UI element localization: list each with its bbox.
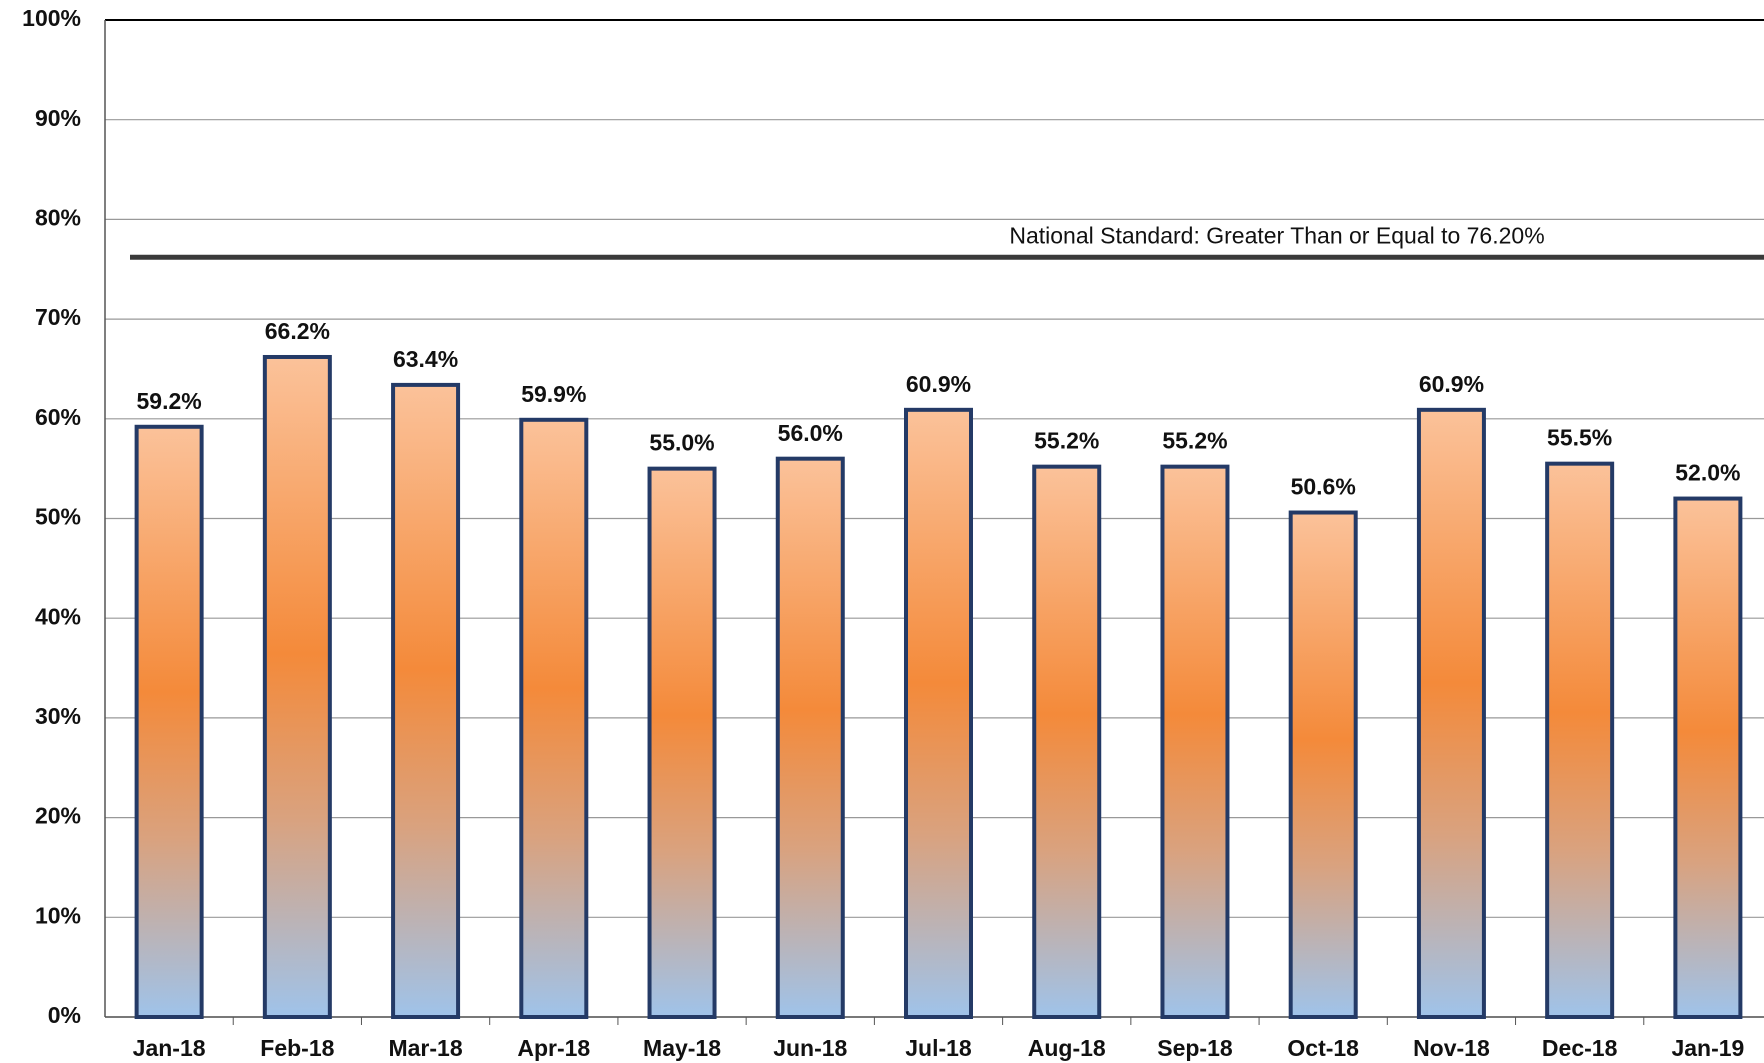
y-tick-label: 10% <box>35 902 81 928</box>
x-tick-label: Sep-18 <box>1157 1035 1233 1061</box>
x-tick-label: Dec-18 <box>1542 1035 1618 1061</box>
value-label: 55.0% <box>649 430 714 456</box>
y-tick-label: 0% <box>48 1002 81 1028</box>
bar <box>1032 464 1102 1019</box>
x-tick-label: Nov-18 <box>1413 1035 1490 1061</box>
x-tick-label: Mar-18 <box>388 1035 462 1061</box>
value-label: 50.6% <box>1291 474 1356 500</box>
bar <box>262 354 332 1019</box>
x-tick-label: May-18 <box>643 1035 721 1061</box>
bar <box>1673 496 1743 1019</box>
bar <box>647 466 717 1019</box>
value-label: 55.2% <box>1034 428 1099 454</box>
value-label: 60.9% <box>906 371 971 397</box>
value-label: 66.2% <box>265 318 330 344</box>
value-label: 60.9% <box>1419 371 1484 397</box>
x-tick-label: Jul-18 <box>905 1035 972 1061</box>
x-tick-label: Jun-18 <box>773 1035 847 1061</box>
y-tick-label: 40% <box>35 603 81 629</box>
value-label: 55.2% <box>1162 428 1227 454</box>
y-tick-label: 90% <box>35 105 81 131</box>
x-tick-label: Jan-18 <box>133 1035 206 1061</box>
y-tick-label: 30% <box>35 703 81 729</box>
x-tick-label: Jan-19 <box>1671 1035 1744 1061</box>
bar <box>1288 510 1358 1019</box>
bar <box>134 424 204 1019</box>
bar <box>1416 407 1486 1019</box>
value-label: 59.2% <box>137 388 202 414</box>
y-tick-label: 70% <box>35 304 81 330</box>
y-tick-label: 60% <box>35 404 81 430</box>
bar <box>391 382 461 1020</box>
bar <box>775 456 845 1019</box>
bar <box>904 407 973 1019</box>
bar <box>1160 464 1230 1019</box>
value-label: 59.9% <box>521 381 586 407</box>
x-tick-label: Feb-18 <box>260 1035 334 1061</box>
value-label: 63.4% <box>393 346 458 372</box>
y-tick-label: 100% <box>22 5 81 31</box>
value-label: 56.0% <box>778 420 843 446</box>
x-tick-label: Aug-18 <box>1028 1035 1106 1061</box>
value-label: 55.5% <box>1547 425 1612 451</box>
y-tick-label: 20% <box>35 803 81 829</box>
value-label: 52.0% <box>1675 460 1740 486</box>
reference-label: National Standard: Greater Than or Equal… <box>1009 222 1544 248</box>
y-tick-label: 50% <box>35 504 81 530</box>
x-tick-label: Oct-18 <box>1287 1035 1359 1061</box>
x-tick-label: Apr-18 <box>517 1035 590 1061</box>
bar <box>519 417 589 1019</box>
y-tick-label: 80% <box>35 204 81 230</box>
bar <box>1545 461 1615 1020</box>
